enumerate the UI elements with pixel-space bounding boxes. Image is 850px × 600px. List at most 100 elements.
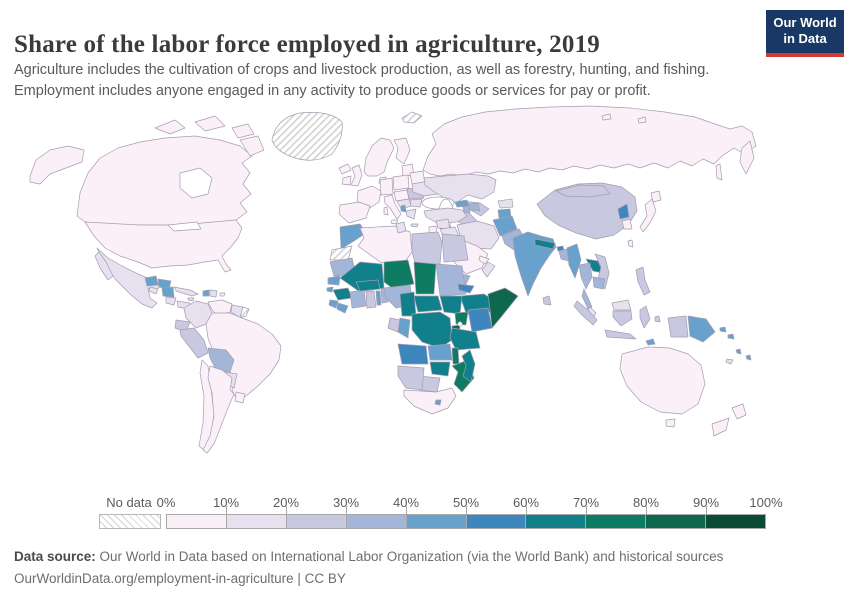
country-papua-new-guinea[interactable]: Papua New Guinea [687,315,716,343]
country-new-caledonia[interactable]: New Caledonia [725,358,734,365]
country-sri-lanka[interactable]: Sri Lanka [542,295,552,306]
country-nepal[interactable]: Nepal [534,238,556,250]
country-indonesia-kalimantan[interactable]: Indonesia [612,310,633,327]
country-peru[interactable]: Peru [179,327,209,359]
country-russia-island[interactable]: Russia [637,116,647,124]
country-italy-sardinia[interactable]: Italy [383,206,389,216]
legend-cell-4[interactable] [406,515,467,528]
country-iceland[interactable]: Iceland [338,163,352,175]
country-puerto-rico[interactable]: Puerto Rico [219,292,226,297]
country-western-sahara[interactable]: Western Sahara [329,245,353,261]
country-svalbard[interactable]: Svalbard [401,111,423,124]
country-norway-sweden[interactable]: Norway and Sweden [363,137,395,177]
country-eritrea[interactable]: Eritrea [457,283,475,294]
country-ireland[interactable]: Ireland [341,175,352,186]
country-guinea[interactable]: Guinea [332,287,353,301]
country-nicaragua[interactable]: Nicaragua [161,286,175,298]
country-south-korea[interactable]: South Korea [621,218,633,230]
legend-cell-3[interactable] [346,515,407,528]
country-french-guiana[interactable]: French Guiana [239,306,250,319]
country-madagascar[interactable]: Madagascar [461,349,476,383]
country-mexico-baja[interactable]: Mexico [94,251,114,281]
country-canada-island[interactable]: Canada [231,123,255,139]
country-russia-island[interactable]: Russia [601,113,612,121]
country-japan-hokkaido[interactable]: Japan [650,190,662,203]
country-south-africa[interactable]: South Africa [403,387,457,415]
country-italy-sicily[interactable]: Italy [390,219,399,225]
country-myanmar[interactable]: Myanmar [566,243,582,279]
country-canada[interactable]: Canada [76,135,253,226]
country-venezuela[interactable]: Venezuela [207,299,233,317]
country-liberia[interactable]: Liberia [336,302,349,314]
country-bulgaria[interactable]: Bulgaria [409,198,423,208]
country-drc[interactable]: Democratic Republic of Congo [411,311,453,349]
legend-cell-9[interactable] [706,515,766,528]
country-sierra-leone[interactable]: Sierra Leone [328,299,339,309]
country-kenya[interactable]: Kenya [467,307,493,333]
country-italy[interactable]: Italy [383,194,402,220]
country-russia[interactable]: Russia [422,105,757,177]
country-fiji[interactable]: Fiji [745,354,752,361]
country-azerbaijan[interactable]: Azerbaijan [468,202,481,212]
country-new-zealand-south[interactable]: New Zealand [711,417,730,437]
country-thailand[interactable]: Thailand [578,262,593,290]
country-bolivia[interactable]: Bolivia [207,347,235,373]
country-indonesia-moluccas[interactable]: Indonesia [654,315,661,323]
country-mexico[interactable]: Mexico [96,247,163,309]
country-poland[interactable]: Poland [392,174,410,191]
country-cuba[interactable]: Cuba [173,286,199,297]
country-australia[interactable]: Australia [619,346,706,415]
country-ghana[interactable]: Ghana [365,290,377,309]
country-vanuatu[interactable]: Vanuatu [735,348,742,355]
country-togo[interactable]: Togo [375,290,382,306]
country-timor-leste[interactable]: Timor-Leste [645,338,656,346]
country-argentina[interactable]: Argentina [202,365,235,454]
country-somalia[interactable]: Somalia [487,287,519,329]
country-afghanistan[interactable]: Afghanistan [492,215,518,237]
country-sudan[interactable]: Sudan [435,263,467,297]
legend-no-data-swatch[interactable] [99,514,161,529]
country-uganda[interactable]: Uganda [454,311,469,326]
country-angola[interactable]: Angola [397,343,429,365]
country-solomon-islands[interactable]: Solomon Islands [719,326,727,333]
country-niger[interactable]: Niger [383,259,415,289]
country-gulf-states[interactable]: Gulf states [478,255,490,265]
country-guatemala[interactable]: Guatemala [144,275,159,287]
country-indonesia-java[interactable]: Indonesia [604,329,637,340]
country-taiwan[interactable]: Taiwan [627,239,634,248]
country-jamaica[interactable]: Jamaica [187,297,195,302]
country-china[interactable]: China [536,182,638,240]
country-india[interactable]: India [512,231,557,297]
legend-cell-8[interactable] [646,515,707,528]
country-tanzania[interactable]: Tanzania [449,327,481,351]
country-kyrgyzstan[interactable]: Kyrgyzstan [497,198,514,209]
country-greece[interactable]: Greece [405,208,417,220]
country-new-zealand-north[interactable]: New Zealand [731,403,747,420]
legend-cell-7[interactable] [586,515,647,528]
country-haiti[interactable]: Haiti [202,289,210,297]
country-canada-island[interactable]: Canada [154,119,186,135]
country-kazakhstan[interactable]: Kazakhstan [423,173,497,204]
country-morocco[interactable]: Morocco [339,223,367,250]
country-south-sudan[interactable]: South Sudan [439,295,463,315]
country-costa-rica[interactable]: Costa Rica [165,296,177,306]
country-russia-kamchatka[interactable]: Russia [739,140,755,175]
country-turkey[interactable]: Turkey [423,207,468,224]
country-indonesia-sulawesi[interactable]: Indonesia [639,305,651,329]
owid-logo[interactable]: Our World in Data [766,10,844,57]
country-solomon-islands[interactable]: Solomon Islands [727,333,735,340]
country-oman[interactable]: Oman [481,261,496,278]
country-chad[interactable]: Chad [413,261,437,295]
country-dominican-republic[interactable]: Dominican Republic [209,289,218,298]
country-russia-sakhalin[interactable]: Russia [715,163,723,181]
country-greece-crete[interactable]: Greece [410,223,419,228]
country-namibia[interactable]: Namibia [397,365,425,391]
country-malaysia-borneo[interactable]: Malaysia [611,299,632,311]
country-australia-tasmania[interactable]: Australia [665,418,676,428]
country-lesotho[interactable]: Lesotho [434,399,442,406]
country-malawi[interactable]: Malawi [451,347,460,365]
country-japan[interactable]: Japan [639,198,657,233]
country-albania[interactable]: Albania [400,204,407,213]
country-cameroon[interactable]: Cameroon [399,291,417,317]
country-armenia[interactable]: Armenia [462,205,471,214]
